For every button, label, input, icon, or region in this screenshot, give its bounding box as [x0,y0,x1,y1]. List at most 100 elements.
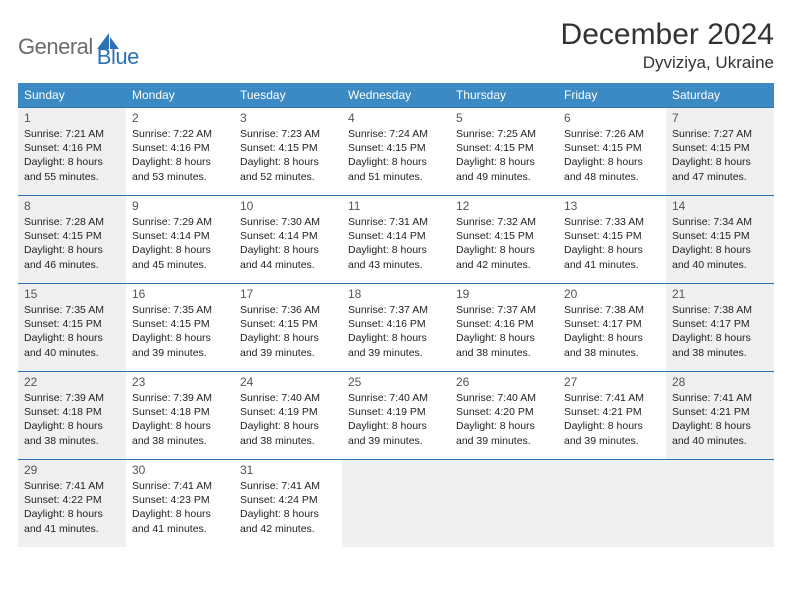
day-dl1: Daylight: 8 hours [24,243,120,257]
day-number: 26 [456,375,552,389]
day-sunset: Sunset: 4:17 PM [672,317,768,331]
day-dl2: and 39 minutes. [348,346,444,360]
day-sunset: Sunset: 4:16 PM [132,141,228,155]
calendar-day-cell: 24Sunrise: 7:40 AMSunset: 4:19 PMDayligh… [234,371,342,459]
location: Dyviziya, Ukraine [561,53,774,73]
day-sunrise: Sunrise: 7:39 AM [132,391,228,405]
day-number: 4 [348,111,444,125]
day-sunrise: Sunrise: 7:41 AM [240,479,336,493]
logo: General Blue [18,18,143,70]
calendar-day-cell: 20Sunrise: 7:38 AMSunset: 4:17 PMDayligh… [558,283,666,371]
weekday-header: Saturday [666,83,774,107]
day-dl1: Daylight: 8 hours [240,243,336,257]
day-dl1: Daylight: 8 hours [240,507,336,521]
day-sunset: Sunset: 4:18 PM [132,405,228,419]
day-dl2: and 40 minutes. [672,434,768,448]
day-number: 20 [564,287,660,301]
day-dl2: and 42 minutes. [456,258,552,272]
day-sunset: Sunset: 4:24 PM [240,493,336,507]
day-sunset: Sunset: 4:16 PM [456,317,552,331]
day-sunset: Sunset: 4:19 PM [348,405,444,419]
calendar-day-cell: 14Sunrise: 7:34 AMSunset: 4:15 PMDayligh… [666,195,774,283]
day-number: 29 [24,463,120,477]
day-dl2: and 51 minutes. [348,170,444,184]
calendar-day-cell: 18Sunrise: 7:37 AMSunset: 4:16 PMDayligh… [342,283,450,371]
day-dl2: and 41 minutes. [24,522,120,536]
calendar-day-cell: 22Sunrise: 7:39 AMSunset: 4:18 PMDayligh… [18,371,126,459]
day-dl1: Daylight: 8 hours [348,243,444,257]
day-dl2: and 39 minutes. [348,434,444,448]
calendar-empty-cell [342,459,450,547]
day-dl1: Daylight: 8 hours [672,331,768,345]
day-number: 13 [564,199,660,213]
day-number: 31 [240,463,336,477]
day-sunset: Sunset: 4:14 PM [348,229,444,243]
day-sunrise: Sunrise: 7:36 AM [240,303,336,317]
calendar-header-row: SundayMondayTuesdayWednesdayThursdayFrid… [18,83,774,107]
day-dl2: and 38 minutes. [456,346,552,360]
day-sunrise: Sunrise: 7:37 AM [456,303,552,317]
header: General Blue December 2024 Dyviziya, Ukr… [18,18,774,73]
calendar-day-cell: 12Sunrise: 7:32 AMSunset: 4:15 PMDayligh… [450,195,558,283]
day-dl2: and 41 minutes. [132,522,228,536]
calendar-table: SundayMondayTuesdayWednesdayThursdayFrid… [18,83,774,547]
day-dl1: Daylight: 8 hours [456,331,552,345]
day-number: 16 [132,287,228,301]
day-dl2: and 38 minutes. [132,434,228,448]
day-sunset: Sunset: 4:15 PM [24,229,120,243]
day-number: 2 [132,111,228,125]
calendar-day-cell: 21Sunrise: 7:38 AMSunset: 4:17 PMDayligh… [666,283,774,371]
calendar-day-cell: 17Sunrise: 7:36 AMSunset: 4:15 PMDayligh… [234,283,342,371]
day-sunset: Sunset: 4:16 PM [24,141,120,155]
day-sunset: Sunset: 4:15 PM [672,229,768,243]
day-dl1: Daylight: 8 hours [132,155,228,169]
calendar-day-cell: 4Sunrise: 7:24 AMSunset: 4:15 PMDaylight… [342,107,450,195]
calendar-day-cell: 1Sunrise: 7:21 AMSunset: 4:16 PMDaylight… [18,107,126,195]
day-dl2: and 38 minutes. [672,346,768,360]
calendar-day-cell: 10Sunrise: 7:30 AMSunset: 4:14 PMDayligh… [234,195,342,283]
day-sunset: Sunset: 4:15 PM [240,317,336,331]
weekday-header: Sunday [18,83,126,107]
month-title: December 2024 [561,18,774,51]
day-number: 21 [672,287,768,301]
day-sunset: Sunset: 4:15 PM [564,229,660,243]
day-number: 8 [24,199,120,213]
day-number: 19 [456,287,552,301]
day-sunrise: Sunrise: 7:37 AM [348,303,444,317]
calendar-day-cell: 6Sunrise: 7:26 AMSunset: 4:15 PMDaylight… [558,107,666,195]
day-dl2: and 39 minutes. [240,346,336,360]
weekday-header: Monday [126,83,234,107]
day-dl1: Daylight: 8 hours [132,331,228,345]
day-sunrise: Sunrise: 7:40 AM [240,391,336,405]
day-number: 28 [672,375,768,389]
day-dl1: Daylight: 8 hours [456,155,552,169]
day-dl2: and 39 minutes. [456,434,552,448]
day-dl2: and 39 minutes. [132,346,228,360]
day-sunrise: Sunrise: 7:28 AM [24,215,120,229]
calendar-day-cell: 28Sunrise: 7:41 AMSunset: 4:21 PMDayligh… [666,371,774,459]
calendar-day-cell: 9Sunrise: 7:29 AMSunset: 4:14 PMDaylight… [126,195,234,283]
day-sunset: Sunset: 4:17 PM [564,317,660,331]
day-dl2: and 44 minutes. [240,258,336,272]
calendar-week-row: 22Sunrise: 7:39 AMSunset: 4:18 PMDayligh… [18,371,774,459]
day-dl1: Daylight: 8 hours [240,419,336,433]
day-sunset: Sunset: 4:23 PM [132,493,228,507]
day-dl1: Daylight: 8 hours [24,419,120,433]
calendar-day-cell: 2Sunrise: 7:22 AMSunset: 4:16 PMDaylight… [126,107,234,195]
day-dl1: Daylight: 8 hours [348,419,444,433]
day-number: 5 [456,111,552,125]
day-sunset: Sunset: 4:15 PM [456,141,552,155]
calendar-day-cell: 13Sunrise: 7:33 AMSunset: 4:15 PMDayligh… [558,195,666,283]
day-dl1: Daylight: 8 hours [672,419,768,433]
day-number: 14 [672,199,768,213]
day-dl2: and 47 minutes. [672,170,768,184]
day-number: 18 [348,287,444,301]
calendar-day-cell: 15Sunrise: 7:35 AMSunset: 4:15 PMDayligh… [18,283,126,371]
day-dl2: and 42 minutes. [240,522,336,536]
day-sunrise: Sunrise: 7:41 AM [672,391,768,405]
day-dl1: Daylight: 8 hours [348,155,444,169]
calendar-day-cell: 31 Sunrise: 7:41 AMSunset: 4:24 PMDayligh… [234,459,342,547]
day-number: 25 [348,375,444,389]
calendar-day-cell: 27Sunrise: 7:41 AMSunset: 4:21 PMDayligh… [558,371,666,459]
day-dl1: Daylight: 8 hours [132,419,228,433]
